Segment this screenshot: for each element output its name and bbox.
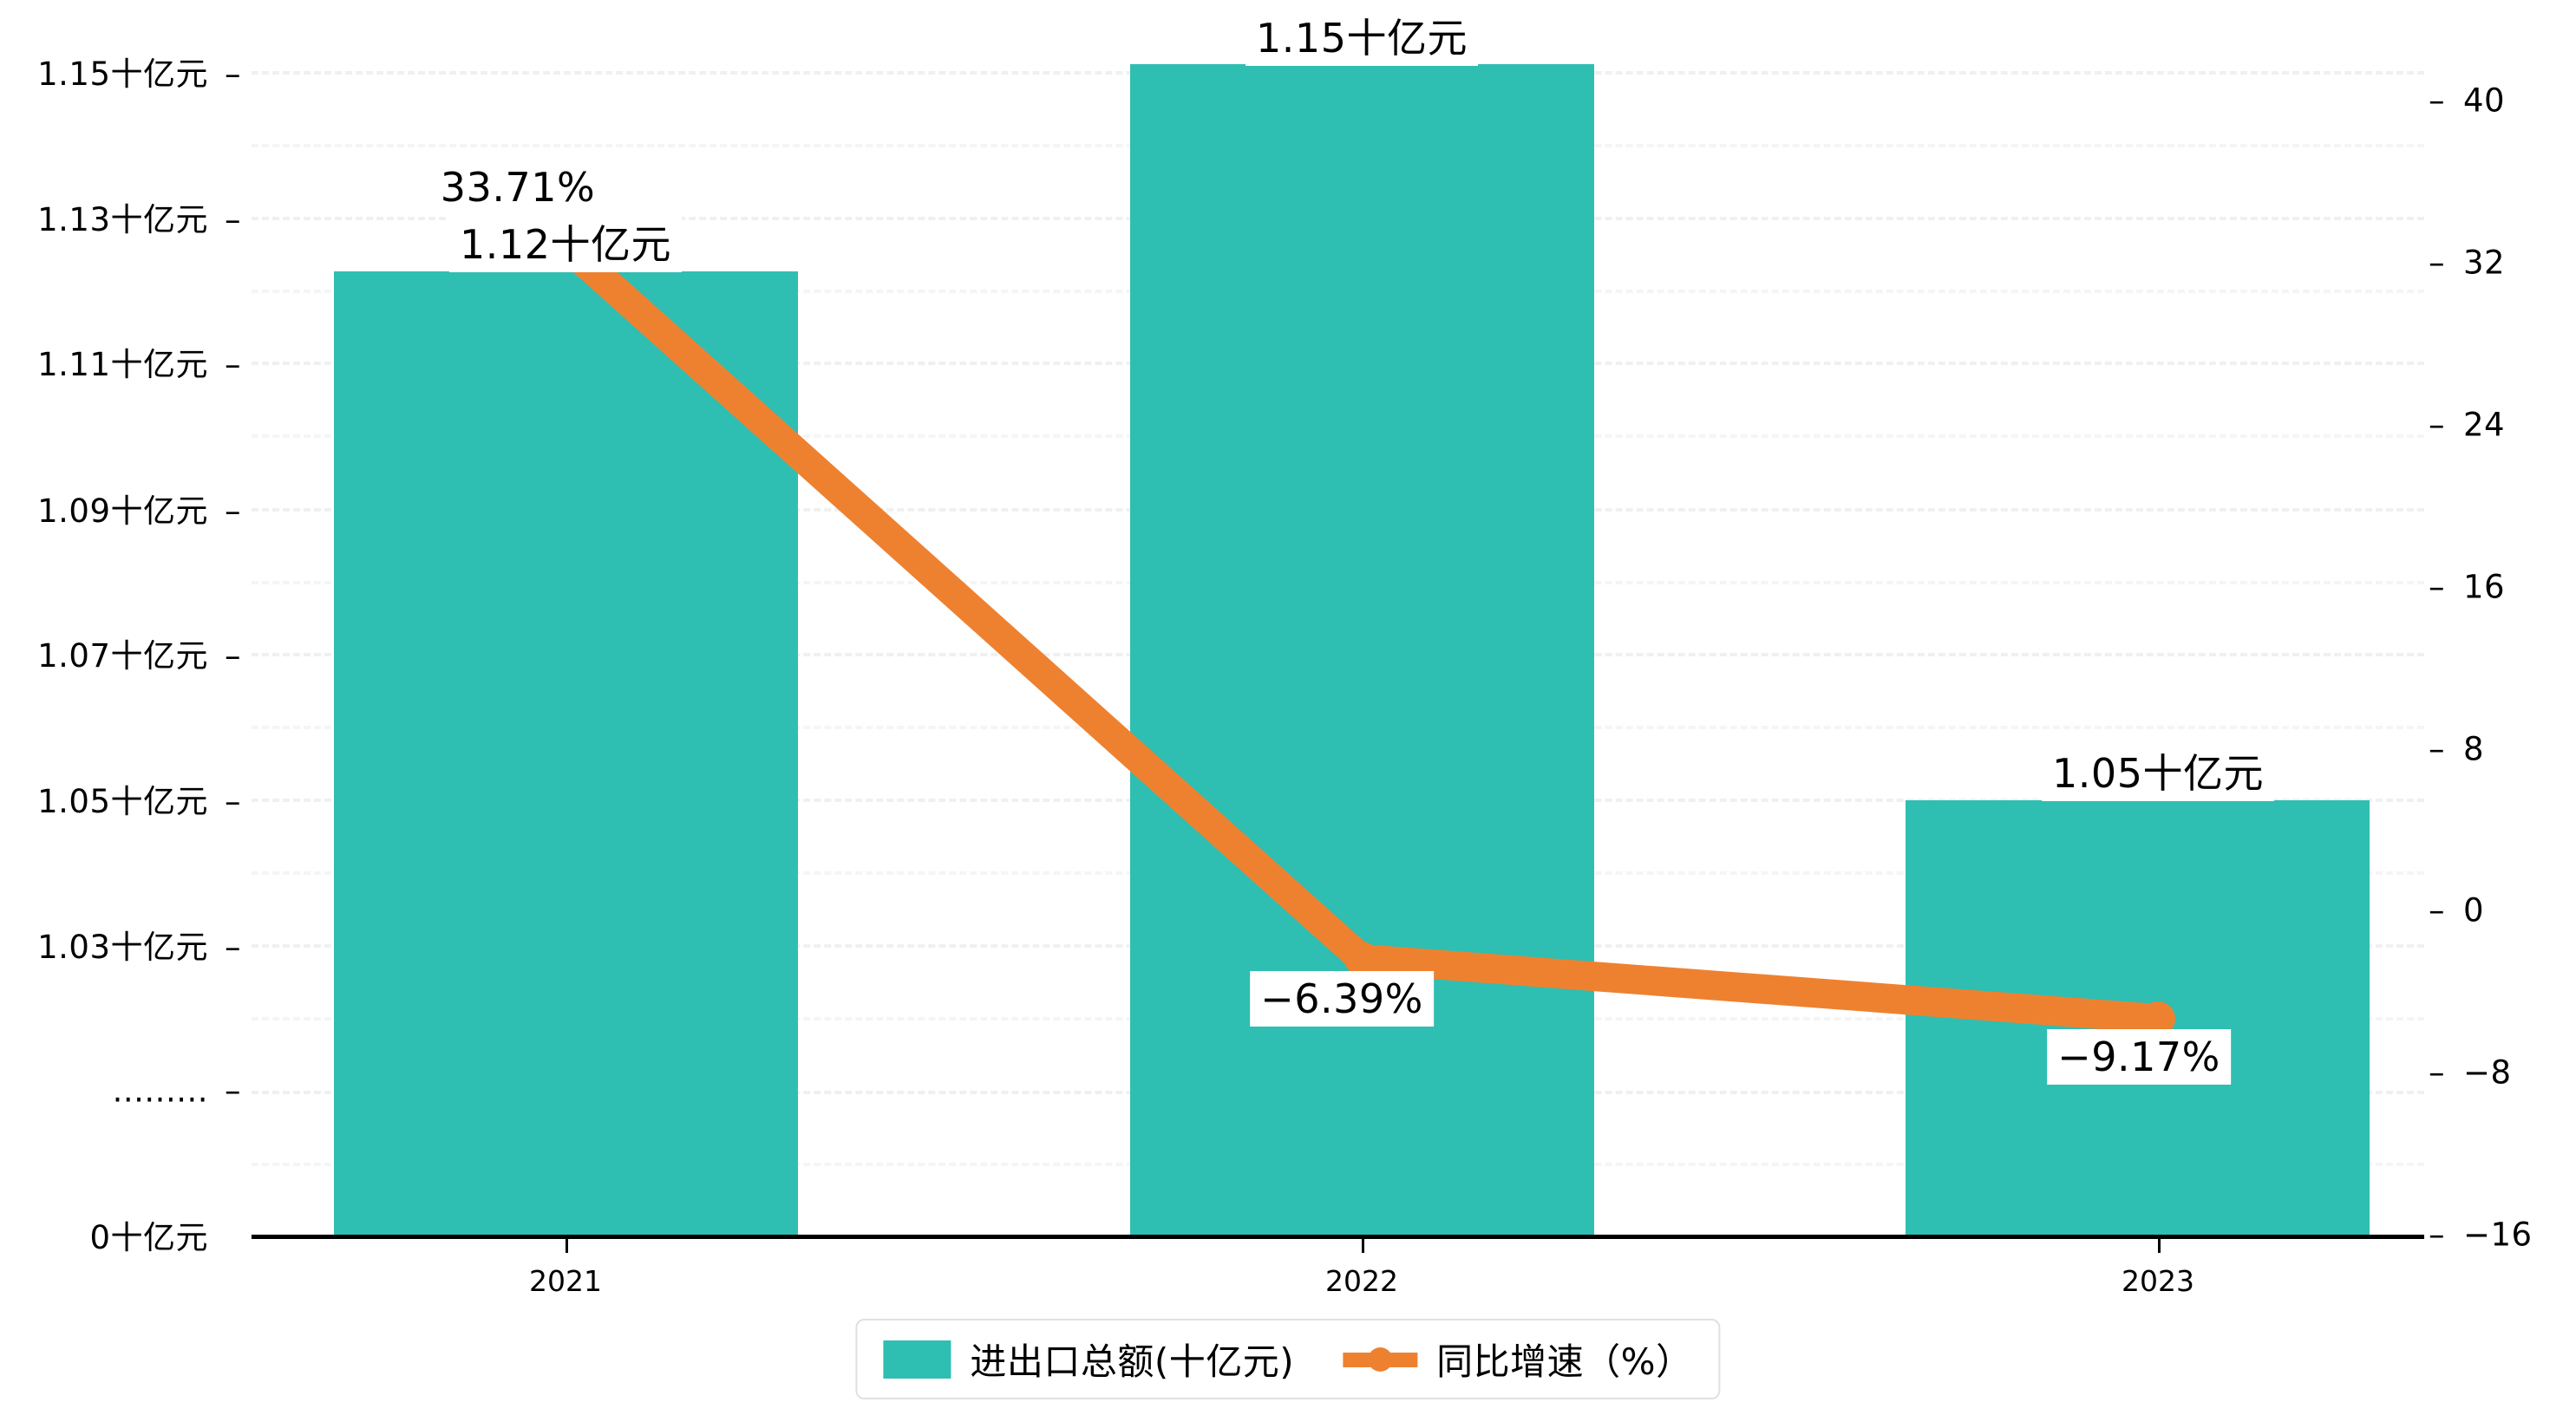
x-tick-mark bbox=[1362, 1239, 1364, 1253]
tick-dash-icon: – bbox=[225, 783, 241, 820]
y-axis-right-tick: – −8 bbox=[2429, 1053, 2512, 1092]
y-axis-break-tick: ......... – bbox=[112, 1072, 241, 1110]
legend-item-trade-volume[interactable]: 进出口总额(十亿元) bbox=[883, 1333, 1294, 1386]
y-axis-left-tick: 1.09十亿元 – bbox=[37, 492, 241, 530]
line-value-label-2022: −6.39% bbox=[1250, 971, 1434, 1027]
y-axis-left-tick: 0十亿元 bbox=[89, 1211, 241, 1258]
tick-dash-icon: – bbox=[2429, 568, 2445, 606]
x-tick-mark bbox=[566, 1239, 568, 1253]
y-axis-right-tick: –32 bbox=[2429, 244, 2506, 282]
tick-dash-icon bbox=[219, 1219, 241, 1256]
y-axis-left-tick: 1.07十亿元 – bbox=[37, 637, 241, 675]
x-tick-mark bbox=[2158, 1239, 2161, 1253]
line-swatch-marker bbox=[1368, 1347, 1393, 1372]
bar-2023[interactable] bbox=[1906, 800, 2370, 1235]
bar-swatch-icon bbox=[883, 1340, 951, 1379]
y-axis-right-tick: –40 bbox=[2429, 82, 2506, 120]
y-axis-right-tick: –16 bbox=[2429, 568, 2506, 606]
tick-dash-icon: – bbox=[225, 929, 241, 966]
bar-2021[interactable] bbox=[334, 271, 798, 1235]
bar-2022[interactable] bbox=[1130, 64, 1594, 1235]
line-value-label-2023: −9.17% bbox=[2047, 1029, 2231, 1085]
y-axis-left-tick: 1.03十亿元 – bbox=[37, 929, 241, 966]
bar-value-label-2023: 1.05十亿元 bbox=[2042, 746, 2274, 801]
legend: 进出口总额(十亿元) 同比增速（%） bbox=[855, 1319, 1721, 1399]
tick-dash-icon: – bbox=[2429, 406, 2445, 444]
line-value-label-2021: 33.71% bbox=[429, 160, 606, 215]
tick-dash-icon: – bbox=[225, 201, 241, 238]
legend-item-growth-rate[interactable]: 同比增速（%） bbox=[1343, 1333, 1692, 1386]
tick-dash-icon: – bbox=[2429, 1216, 2445, 1254]
x-axis-label-2021: 2021 bbox=[529, 1264, 602, 1298]
y-axis-right-tick: –8 bbox=[2429, 730, 2485, 768]
tick-dash-icon: – bbox=[225, 1072, 241, 1110]
tick-dash-icon: – bbox=[2429, 82, 2445, 120]
line-swatch-icon bbox=[1343, 1340, 1418, 1379]
tick-dash-icon: – bbox=[2429, 1053, 2445, 1092]
y-axis-left-tick: 1.05十亿元 – bbox=[37, 783, 241, 820]
bar-value-label-2021: 1.12十亿元 bbox=[449, 217, 682, 272]
y-axis-right-tick: – −16 bbox=[2429, 1216, 2533, 1254]
tick-dash-icon: – bbox=[2429, 891, 2445, 929]
x-axis-label-2023: 2023 bbox=[2122, 1264, 2194, 1298]
x-axis-line bbox=[252, 1235, 2424, 1239]
bar-value-label-2022: 1.15十亿元 bbox=[1246, 10, 1478, 66]
legend-label-trade-volume: 进出口总额(十亿元) bbox=[970, 1340, 1295, 1383]
x-axis-label-2022: 2022 bbox=[1325, 1264, 1398, 1298]
tick-dash-icon: – bbox=[225, 55, 241, 93]
tick-dash-icon: – bbox=[2429, 244, 2445, 282]
tick-dash-icon: – bbox=[2429, 730, 2445, 768]
y-axis-left-tick: 1.13十亿元 – bbox=[37, 201, 241, 238]
y-axis-right-tick: –0 bbox=[2429, 891, 2485, 929]
y-axis-left-tick: 1.11十亿元 – bbox=[37, 346, 241, 383]
tick-dash-icon: – bbox=[225, 492, 241, 530]
tick-dash-icon: – bbox=[225, 637, 241, 675]
y-axis-right-tick: –24 bbox=[2429, 406, 2506, 444]
y-axis-left-tick: 1.15十亿元 – bbox=[37, 55, 241, 93]
legend-label-growth-rate: 同比增速（%） bbox=[1436, 1340, 1693, 1383]
tick-dash-icon: – bbox=[225, 346, 241, 383]
